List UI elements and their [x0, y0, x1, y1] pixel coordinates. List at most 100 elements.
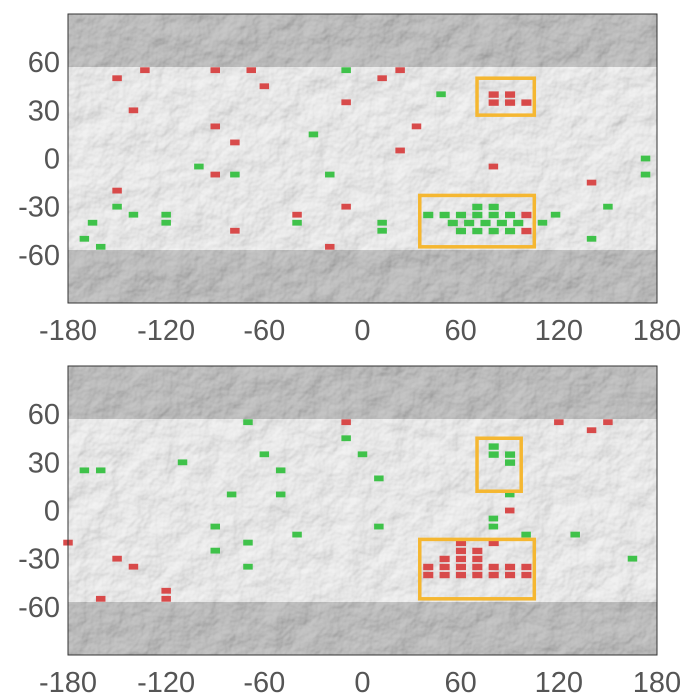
terrain-texture: [68, 14, 657, 303]
grid-cell-green: [505, 491, 515, 498]
cluster-cell-green: [480, 219, 491, 227]
y-tick-label: 0: [44, 496, 60, 528]
grid-cell-red: [128, 107, 139, 114]
y-tick-label: -30: [18, 192, 60, 224]
grid-cell-green: [603, 203, 613, 210]
grid-cell-green: [377, 227, 387, 234]
cluster-cell-red: [455, 563, 467, 571]
grid-cell-red: [341, 203, 351, 210]
grid-cell-green: [341, 435, 351, 442]
grid-cell-red: [210, 67, 220, 74]
cluster-cell-green: [488, 211, 499, 219]
x-tick-label: 0: [354, 315, 370, 347]
terrain-texture: [68, 366, 657, 655]
cluster-cell-red: [439, 571, 450, 579]
grid-cell-green: [161, 211, 171, 218]
grid-cell-green: [275, 467, 286, 474]
grid-cell-green: [488, 523, 499, 530]
grid-cell-green: [210, 547, 220, 554]
x-tick-label: 180: [633, 667, 681, 699]
cluster-cell-green: [455, 211, 467, 219]
highlight-box: [475, 436, 523, 493]
grid-cell-red: [505, 507, 515, 514]
grid-cell-green: [436, 91, 446, 98]
grid-cell-red: [259, 83, 270, 90]
y-tick-label: -60: [18, 592, 60, 624]
panel-frame: [67, 365, 658, 656]
highlight-box: [418, 193, 537, 249]
cluster-cell-red: [521, 227, 532, 235]
cluster-cell-green: [488, 203, 499, 211]
y-tick-label: 30: [28, 95, 60, 127]
cluster-cell-green: [496, 219, 507, 227]
grid-cell-red: [112, 555, 122, 562]
cluster-cell-green: [455, 227, 467, 235]
latitude-band: [68, 66, 657, 251]
grid-cell-red: [395, 147, 405, 154]
cluster-cell-red: [439, 563, 450, 571]
cluster-cell-red: [423, 571, 434, 579]
cluster-cell-green: [472, 211, 483, 219]
grid-cell-red: [210, 171, 220, 178]
grid-cell-green: [357, 451, 368, 458]
cluster-cell-red: [521, 211, 532, 219]
x-tick-label: 180: [633, 315, 681, 347]
y-tick-label: 60: [28, 47, 60, 79]
grid-cell-green: [95, 467, 106, 474]
grid-cell-green: [87, 219, 98, 226]
x-tick-label: 120: [535, 315, 583, 347]
grid-cell-green: [79, 235, 90, 242]
grid-cell-green: [79, 467, 90, 474]
grid-cell-green: [341, 67, 351, 74]
grid-cell-green: [521, 531, 531, 538]
grid-cell-green: [243, 539, 253, 546]
grid-cell-green: [128, 211, 139, 218]
grid-cell-red: [95, 595, 106, 602]
grid-cell-red: [230, 227, 240, 234]
grid-cell-red: [554, 419, 564, 426]
cluster-cell-red: [472, 563, 483, 571]
x-tick-label: -180: [39, 667, 97, 699]
grid-cell-red: [112, 187, 122, 194]
grid-cell-green: [640, 171, 651, 178]
grid-cell-green: [292, 531, 302, 538]
cluster-cell-green: [505, 459, 516, 466]
south-polar-band: [68, 602, 657, 655]
x-tick-label: -120: [137, 667, 195, 699]
cluster-cell-red: [488, 539, 499, 547]
y-tick-label: 60: [28, 399, 60, 431]
cluster-cell-red: [488, 91, 499, 98]
y-tick-label: 0: [44, 144, 60, 176]
x-tick-label: 0: [354, 667, 370, 699]
panel-top: 60 30 0 -30 -60 -180 -120 -60 0 60 120 180: [18, 13, 681, 347]
grid-cell-red: [161, 587, 171, 594]
grid-cell-green: [194, 163, 204, 170]
cluster-cell-green: [488, 227, 499, 235]
grid-cell-green: [243, 419, 253, 426]
grid-cell-red: [395, 67, 405, 74]
grid-cell-green: [627, 555, 638, 562]
grid-cell-red: [292, 211, 302, 218]
grid-cell-green: [112, 203, 122, 210]
north-polar-band: [68, 14, 657, 67]
grid-cell-red: [112, 75, 122, 82]
grid-cell-green: [292, 219, 302, 226]
grid-cell-green: [243, 563, 253, 570]
south-polar-band: [68, 250, 657, 303]
cluster-cell-green: [488, 443, 499, 450]
highlight-box: [418, 537, 537, 601]
grid-cell-red: [586, 179, 597, 186]
cluster-cell-red: [488, 563, 499, 571]
panel-frame: [67, 13, 658, 304]
cluster-cell-green: [439, 211, 450, 219]
cluster-cell-green: [423, 211, 434, 219]
cluster-cell-red: [521, 571, 532, 579]
grid-cell-green: [325, 171, 335, 178]
cluster-cell-red: [521, 563, 532, 571]
latitude-band: [68, 418, 657, 603]
grid-cell-green: [374, 475, 384, 482]
cluster-cell-red: [455, 571, 467, 579]
cluster-cell-green: [513, 219, 524, 227]
grid-cell-red: [230, 139, 240, 146]
